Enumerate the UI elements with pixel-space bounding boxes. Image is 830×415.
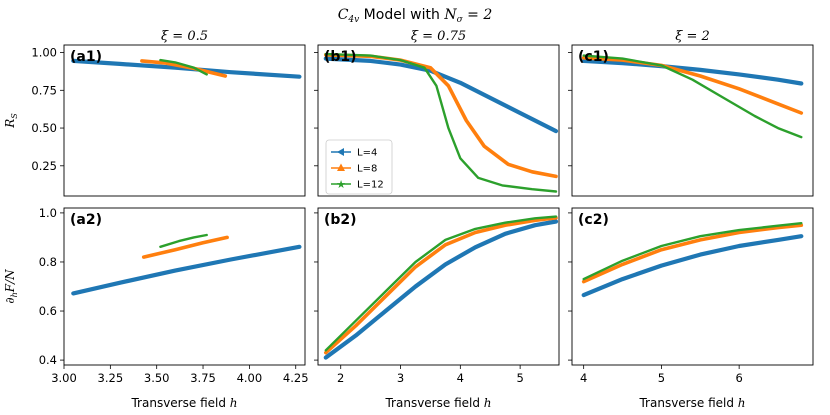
xtick-label: 3.25 (98, 371, 124, 385)
series-line-l8 (581, 223, 804, 284)
panel-label: (a2) (70, 212, 102, 228)
xtick-label: 4.25 (283, 371, 309, 385)
column-title: ξ = 0.75 (411, 29, 466, 44)
panel-c2: 4 5 6 Transverse field h (c2) (568, 207, 814, 410)
ytick-label: 0.8 (39, 255, 57, 269)
xtick-label: 3.00 (51, 371, 77, 385)
panel-label: (b1) (324, 49, 357, 65)
ytick-label: 0.4 (39, 353, 57, 367)
triangle-left-icon (337, 148, 344, 156)
panel-a1: 0.25 0.50 0.75 1.00 (a1) (31, 44, 306, 197)
xtick-label: 5 (658, 371, 665, 385)
panel-label: (c1) (578, 49, 609, 65)
triangle-up-icon (337, 163, 345, 171)
series-line-l12 (582, 54, 803, 139)
series-line-l4 (71, 58, 302, 79)
ytick-label: 0.50 (31, 121, 57, 135)
xtick-label: 6 (735, 371, 742, 385)
star-icon: ★ (336, 178, 346, 191)
series-line-l4 (581, 234, 804, 298)
xtick-label: 2 (337, 371, 344, 385)
axes-frame (63, 44, 306, 197)
series-line-l8 (141, 235, 229, 259)
series-line-l4 (71, 244, 302, 296)
series-line-l12 (159, 233, 208, 249)
axes-frame (571, 44, 814, 197)
axes-frame (317, 207, 560, 366)
ytick-label: 1.0 (39, 206, 57, 220)
ytick-label: 0.75 (31, 83, 57, 97)
axes-frame (571, 207, 814, 366)
series-line-l12 (582, 221, 803, 281)
row-ylabel: RS (3, 113, 19, 129)
axes-frame (317, 44, 560, 197)
figure-title: C4v Model with Nσ = 2 (338, 7, 493, 25)
series-line-l8 (581, 55, 804, 115)
series-line-l12 (159, 58, 208, 76)
column-title: ξ = 2 (675, 29, 710, 44)
xlabel: Transverse field h (638, 396, 745, 410)
series-line-l4 (581, 58, 804, 86)
ytick-label: 1.00 (31, 46, 57, 60)
xtick-label: 3.75 (190, 371, 216, 385)
panel-label: (c2) (578, 212, 609, 228)
xtick-label: 4.00 (237, 371, 263, 385)
axes-frame (63, 207, 306, 366)
series-line-l12 (324, 215, 558, 352)
xlabel: Transverse field h (130, 396, 237, 410)
panel-b2: 2 3 4 5 Transverse field h (b2) (314, 207, 560, 410)
series-line-l4 (323, 219, 559, 360)
panel-label: (b2) (324, 212, 357, 228)
xtick-label: 5 (516, 371, 523, 385)
ytick-label: 0.6 (39, 304, 57, 318)
xtick-label: 4 (580, 371, 587, 385)
row-ylabel: ∂hF/N (3, 269, 19, 304)
xtick-label: 4 (457, 371, 464, 385)
panel-label: (a1) (70, 49, 102, 65)
series-line-l8 (323, 216, 558, 355)
series-line-l4 (323, 56, 559, 134)
xlabel: Transverse field h (384, 396, 491, 410)
legend-label: L=12 (357, 180, 384, 191)
series-line-l12 (324, 52, 558, 193)
legend: L=4 L=8 ★ L=12 (325, 139, 393, 195)
panel-c1: (c1) (568, 44, 814, 197)
xtick-label: 3 (397, 371, 404, 385)
ytick-label: 0.25 (31, 159, 57, 173)
xtick-label: 3.50 (144, 371, 170, 385)
legend-label: L=4 (357, 148, 377, 159)
column-title: ξ = 0.5 (161, 29, 208, 44)
legend-label: L=8 (357, 164, 377, 175)
panel-a2: 0.4 0.6 0.8 1.0 3.00 3.25 3.50 3.75 4.00 4.25 Tran… (39, 206, 309, 410)
panel-b1: (b1) (314, 44, 560, 197)
series-line-l8 (140, 59, 228, 78)
